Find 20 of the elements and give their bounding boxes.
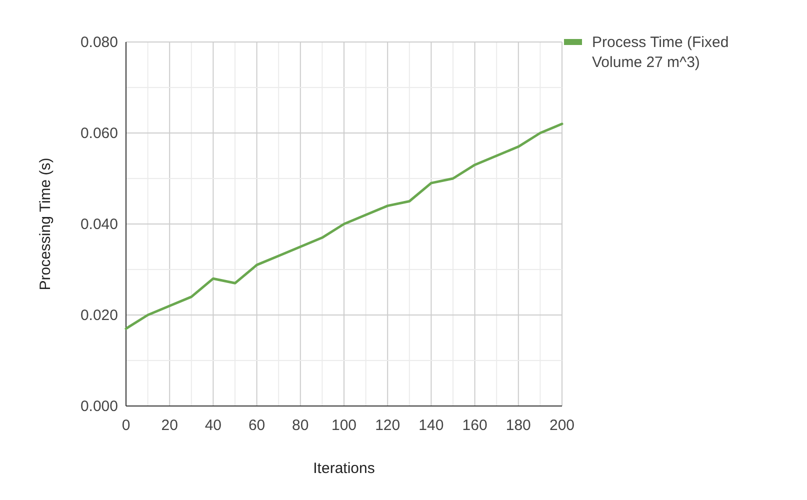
x-tick-label: 140 [418, 417, 444, 434]
x-axis-title: Iterations [313, 460, 375, 477]
x-tick-label: 60 [248, 417, 266, 434]
y-tick-label: 0.080 [80, 34, 118, 51]
line-series [124, 122, 564, 330]
x-tick-label: 40 [204, 417, 222, 434]
legend-label: Process Time (Fixed Volume 27 m^3) [592, 34, 729, 71]
x-tick-label: 120 [375, 417, 400, 434]
x-tick-label: 80 [292, 417, 309, 434]
y-tick-label: 0.000 [80, 398, 118, 415]
x-tick-label: 180 [506, 417, 531, 434]
x-tick-label: 160 [462, 417, 488, 434]
y-tick-label: 0.020 [80, 307, 118, 324]
y-axis-title: Processing Time (s) [37, 158, 54, 290]
x-tick-label: 0 [122, 417, 130, 434]
y-tick-label: 0.040 [80, 216, 118, 233]
x-tick-label: 200 [549, 417, 575, 434]
y-tick-label: 0.060 [80, 125, 118, 142]
x-tick-label: 100 [331, 417, 357, 434]
x-tick-label: 20 [161, 417, 178, 434]
